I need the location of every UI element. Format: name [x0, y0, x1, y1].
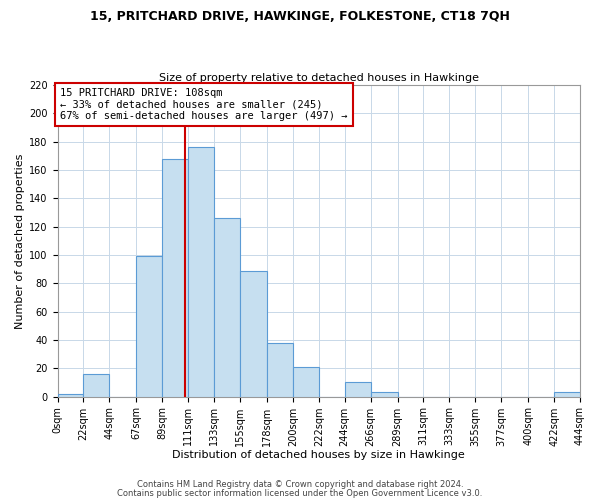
- Bar: [188, 148, 214, 396]
- Bar: [214, 218, 240, 396]
- Bar: [136, 256, 162, 396]
- Bar: [58, 394, 83, 396]
- Bar: [162, 159, 188, 396]
- Bar: [371, 392, 398, 396]
- Y-axis label: Number of detached properties: Number of detached properties: [15, 153, 25, 328]
- Bar: [83, 374, 109, 396]
- Text: 15, PRITCHARD DRIVE, HAWKINGE, FOLKESTONE, CT18 7QH: 15, PRITCHARD DRIVE, HAWKINGE, FOLKESTON…: [90, 10, 510, 23]
- Bar: [293, 367, 319, 396]
- Bar: [267, 343, 293, 396]
- Text: Contains public sector information licensed under the Open Government Licence v3: Contains public sector information licen…: [118, 488, 482, 498]
- Bar: [554, 392, 580, 396]
- Text: 15 PRITCHARD DRIVE: 108sqm
← 33% of detached houses are smaller (245)
67% of sem: 15 PRITCHARD DRIVE: 108sqm ← 33% of deta…: [60, 88, 347, 121]
- X-axis label: Distribution of detached houses by size in Hawkinge: Distribution of detached houses by size …: [172, 450, 465, 460]
- Text: Contains HM Land Registry data © Crown copyright and database right 2024.: Contains HM Land Registry data © Crown c…: [137, 480, 463, 489]
- Bar: [344, 382, 371, 396]
- Bar: [240, 270, 267, 396]
- Title: Size of property relative to detached houses in Hawkinge: Size of property relative to detached ho…: [159, 73, 479, 83]
